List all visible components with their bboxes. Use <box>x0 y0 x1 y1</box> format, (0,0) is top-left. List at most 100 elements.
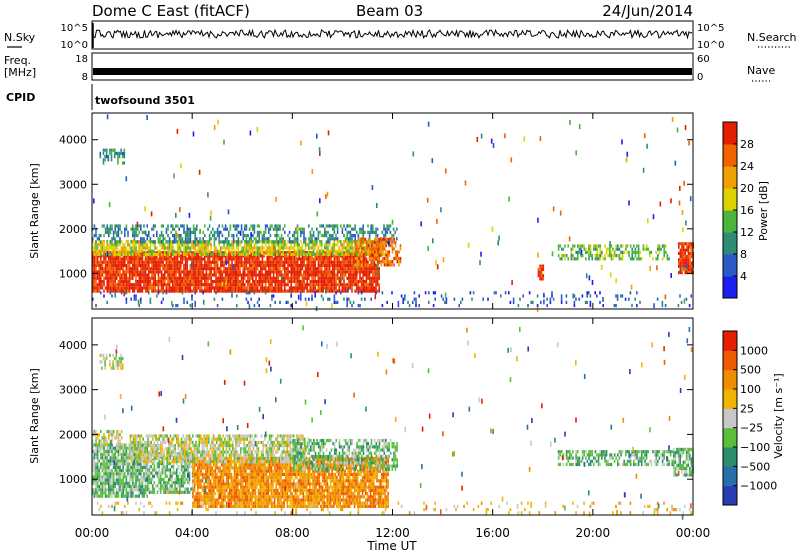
range-cell <box>362 256 365 261</box>
colorbar-segment <box>723 188 737 211</box>
range-cell <box>171 477 173 482</box>
range-cell <box>221 251 224 255</box>
range-cell <box>304 237 307 241</box>
range-cell <box>498 235 500 241</box>
range-cell <box>565 294 568 298</box>
range-cell <box>601 250 603 254</box>
range-cell <box>156 474 159 478</box>
range-cell <box>136 263 139 268</box>
range-cell <box>93 224 96 228</box>
range-cell <box>191 243 193 247</box>
range-cell <box>124 488 126 492</box>
range-cell <box>171 484 173 488</box>
range-cell <box>276 257 278 261</box>
range-cell <box>128 289 131 293</box>
range-cell <box>369 240 371 245</box>
range-cell <box>386 230 388 234</box>
range-cell <box>537 270 540 275</box>
range-cell <box>237 260 240 264</box>
range-cell <box>119 252 121 256</box>
range-cell <box>188 279 190 284</box>
range-cell <box>240 283 243 287</box>
range-cell <box>141 488 144 492</box>
range-cell <box>133 286 136 290</box>
range-cell <box>162 297 164 301</box>
range-cell <box>92 481 94 485</box>
range-cell <box>159 474 162 478</box>
range-cell <box>183 270 185 274</box>
range-cell <box>365 289 368 293</box>
range-cell <box>175 304 177 308</box>
range-cell <box>612 247 614 251</box>
range-cell <box>346 246 348 250</box>
range-cell <box>106 465 108 469</box>
range-cell <box>122 283 124 287</box>
range-cell <box>247 246 249 250</box>
range-cell <box>396 260 399 264</box>
range-cell <box>391 247 394 251</box>
range-cell <box>292 289 294 293</box>
range-cell <box>360 227 363 231</box>
range-cell <box>166 461 168 466</box>
range-cell <box>204 273 206 277</box>
range-cell <box>293 257 296 261</box>
range-cell <box>114 469 116 473</box>
range-cell <box>228 279 230 284</box>
range-cell <box>382 237 384 241</box>
range-cell <box>252 257 254 261</box>
range-cell <box>101 279 104 284</box>
range-cell <box>577 250 579 254</box>
range-cell <box>311 270 313 274</box>
range-cell <box>95 472 97 476</box>
range-cell <box>269 273 272 277</box>
range-cell <box>181 276 184 280</box>
range-cell <box>170 257 172 261</box>
range-cell <box>301 283 304 287</box>
range-cell <box>151 487 154 491</box>
range-cell <box>336 270 339 274</box>
range-cell <box>93 494 96 498</box>
range-cell <box>197 243 200 247</box>
range-cell <box>143 252 145 256</box>
range-cell <box>95 462 97 466</box>
range-cell <box>362 270 364 274</box>
range-cell <box>160 234 163 238</box>
range-cell <box>149 270 152 274</box>
range-cell <box>103 243 105 247</box>
range-cell <box>284 254 286 258</box>
range-cell <box>418 294 420 298</box>
range-cell <box>242 276 244 280</box>
range-cell <box>170 240 172 244</box>
range-cell <box>117 158 119 162</box>
range-cell <box>580 249 583 255</box>
range-cell <box>218 224 220 228</box>
range-cell <box>213 289 216 293</box>
range-cell <box>376 234 379 238</box>
range-cell <box>163 471 165 475</box>
range-cell <box>250 232 252 237</box>
colorbar-tick-label: 24 <box>740 160 754 173</box>
range-cell <box>589 247 592 251</box>
range-cell <box>255 240 257 244</box>
range-cell <box>106 273 108 277</box>
range-cell <box>258 252 260 256</box>
range-cell <box>183 286 185 290</box>
range-cell <box>255 273 257 277</box>
range-cell <box>152 243 155 247</box>
range-cell <box>301 249 304 253</box>
range-cell <box>141 237 144 241</box>
range-cell <box>362 224 364 228</box>
range-cell <box>239 273 241 277</box>
range-cell <box>253 257 256 261</box>
range-cell <box>537 267 540 271</box>
range-cell <box>207 243 209 247</box>
range-cell <box>196 224 198 228</box>
range-cell <box>354 250 357 254</box>
range-cell <box>98 270 100 274</box>
range-cell <box>114 478 116 482</box>
range-cell <box>117 462 120 466</box>
range-cell <box>690 245 693 249</box>
range-cell <box>296 270 299 274</box>
range-cell <box>100 475 102 479</box>
range-cell <box>247 279 249 284</box>
